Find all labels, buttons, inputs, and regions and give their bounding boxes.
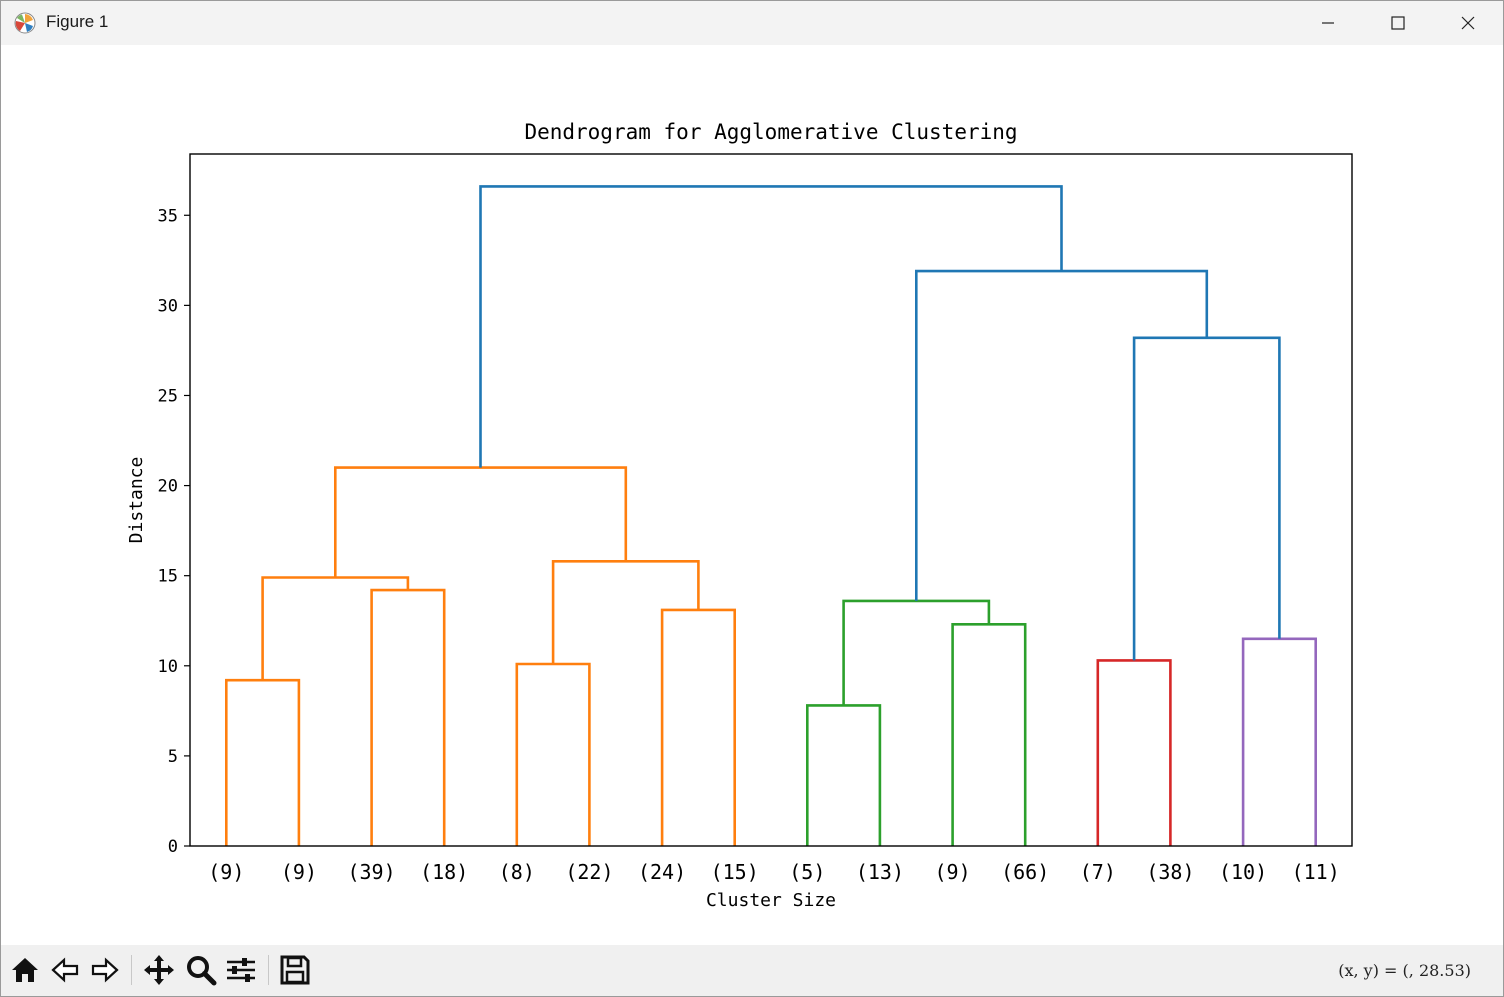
dendrogram-link-11	[1096, 659, 1172, 846]
x-tick-label: (66)	[1001, 860, 1049, 884]
y-tick-label: 35	[158, 206, 178, 226]
x-axis-ticks: (9) (9) (39) (18) (8) (22) (24) (15) (5) (13) (9) (…	[208, 860, 1340, 884]
dendrogram-link-6	[551, 559, 700, 664]
x-tick-label: (10)	[1219, 860, 1267, 884]
home-icon	[12, 958, 38, 982]
dendrogram-link-3	[261, 576, 410, 681]
dendrogram-link-9	[951, 622, 1027, 846]
toolbar-separator	[131, 955, 132, 985]
x-tick-label: (9)	[208, 860, 244, 884]
y-tick-label: 10	[158, 657, 178, 677]
toolbar-separator	[268, 955, 269, 985]
home-button[interactable]	[7, 951, 43, 989]
dendrogram-links	[225, 185, 1317, 846]
x-tick-label: (11)	[1292, 860, 1340, 884]
y-axis-ticks: 0 5 10 15 20 25 30 35	[158, 206, 190, 857]
x-tick-label: (13)	[856, 860, 904, 884]
cursor-coordinates: (x, y) = (, 28.53)	[1338, 961, 1471, 980]
zoom-icon	[187, 956, 217, 986]
figure-canvas[interactable]: Dendrogram for Agglomerative Clustering …	[1, 45, 1503, 945]
x-tick-label: (9)	[935, 860, 971, 884]
x-axis-label: Cluster Size	[706, 890, 836, 911]
x-tick-label: (8)	[499, 860, 535, 884]
y-tick-label: 15	[158, 567, 178, 587]
x-tick-label: (39)	[347, 860, 395, 884]
x-tick-label: (9)	[281, 860, 317, 884]
dendrogram-link-14	[914, 269, 1209, 601]
dendrogram-link-5	[660, 608, 737, 846]
zoom-button[interactable]	[183, 951, 219, 989]
maximize-button[interactable]	[1363, 1, 1433, 45]
x-tick-label: (38)	[1146, 860, 1194, 884]
configure-subplots-icon	[227, 958, 255, 982]
x-tick-label: (15)	[711, 860, 759, 884]
save-icon	[280, 955, 310, 985]
back-button[interactable]	[47, 951, 83, 989]
y-tick-label: 0	[168, 837, 178, 857]
window-title: Figure 1	[46, 12, 109, 31]
back-icon	[51, 957, 79, 983]
minimize-icon	[1322, 22, 1334, 24]
pan-icon	[144, 955, 174, 985]
dendrogram-link-8	[805, 704, 882, 846]
dendrogram-link-4	[515, 662, 591, 846]
dendrogram-link-15	[479, 185, 1063, 468]
y-axis-label: Distance	[126, 457, 147, 544]
y-tick-label: 20	[158, 477, 178, 497]
title-bar[interactable]: Figure 1	[1, 1, 1503, 45]
matplotlib-icon	[14, 12, 36, 34]
plot-area-frame	[189, 153, 1353, 847]
y-tick-label: 25	[158, 386, 178, 406]
chart-title: Dendrogram for Agglomerative Clustering	[524, 120, 1017, 144]
x-tick-label: (24)	[638, 860, 686, 884]
x-tick-label: (22)	[565, 860, 613, 884]
forward-button[interactable]	[87, 951, 123, 989]
dendrogram-link-12	[1241, 637, 1317, 846]
save-button[interactable]	[277, 951, 313, 989]
dendrogram-link-13	[1132, 336, 1281, 661]
x-tick-label: (18)	[420, 860, 468, 884]
dendrogram-link-10	[842, 599, 991, 706]
x-tick-label: (5)	[789, 860, 825, 884]
y-tick-label: 5	[168, 747, 178, 767]
dendrogram-link-2	[370, 588, 446, 846]
forward-icon	[91, 957, 119, 983]
maximize-icon	[1391, 16, 1405, 30]
dendrogram-chart: Dendrogram for Agglomerative Clustering …	[126, 120, 1353, 911]
pan-button[interactable]	[141, 951, 177, 989]
close-icon	[1461, 16, 1475, 30]
x-tick-label: (7)	[1080, 860, 1116, 884]
minimize-button[interactable]	[1293, 1, 1363, 45]
y-tick-label: 30	[158, 296, 178, 316]
navigation-toolbar: (x, y) = (, 28.53)	[1, 945, 1503, 996]
close-button[interactable]	[1433, 1, 1503, 45]
dendrogram-link-1	[225, 678, 301, 846]
configure-subplots-button[interactable]	[223, 951, 259, 989]
